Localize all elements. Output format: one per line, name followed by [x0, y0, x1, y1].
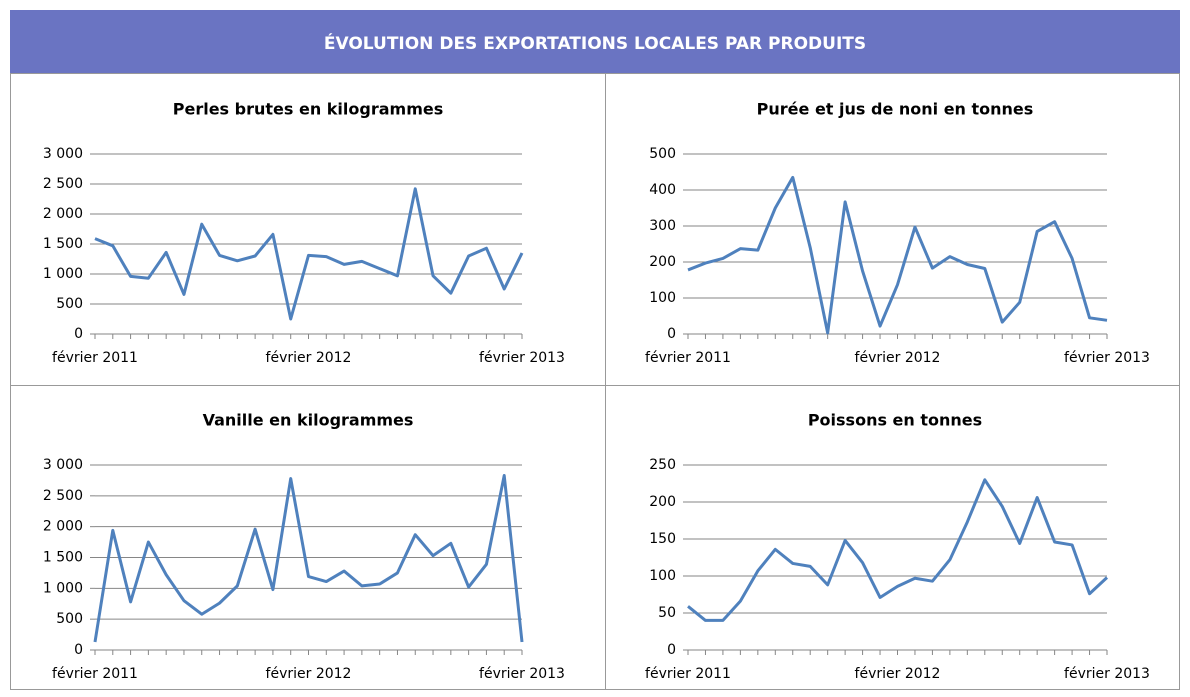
- x-tick-label: février 2011: [645, 350, 731, 366]
- y-tick-label: 300: [649, 218, 676, 234]
- y-tick-label: 200: [649, 254, 676, 270]
- chart-title: Perles brutes en kilogrammes: [173, 100, 444, 119]
- x-tick-label: février 2012: [855, 350, 941, 366]
- y-tick-label: 250: [649, 457, 676, 473]
- y-tick-label: 0: [667, 326, 676, 342]
- chart-title: Vanille en kilogrammes: [203, 411, 414, 430]
- y-tick-label: 500: [56, 611, 83, 627]
- y-tick-label: 500: [56, 296, 83, 312]
- y-tick-label: 100: [649, 568, 676, 584]
- x-tick-label: février 2012: [266, 350, 352, 366]
- y-tick-label: 2 500: [43, 488, 83, 504]
- y-tick-label: 3 000: [43, 457, 83, 473]
- y-tick-label: 1 500: [43, 550, 83, 566]
- x-tick-label: février 2013: [479, 666, 565, 682]
- chart-title: Purée et jus de noni en tonnes: [757, 100, 1034, 119]
- y-tick-label: 2 000: [43, 519, 83, 535]
- chart-title: Poissons en tonnes: [808, 411, 982, 430]
- x-tick-label: février 2012: [855, 666, 941, 682]
- x-tick-label: février 2011: [645, 666, 731, 682]
- y-tick-label: 50: [658, 605, 676, 621]
- y-tick-label: 0: [667, 642, 676, 658]
- y-tick-label: 400: [649, 182, 676, 198]
- y-tick-label: 1 500: [43, 236, 83, 252]
- y-tick-label: 2 000: [43, 206, 83, 222]
- y-tick-label: 100: [649, 290, 676, 306]
- y-tick-label: 1 000: [43, 266, 83, 282]
- x-tick-label: février 2011: [52, 350, 138, 366]
- header-bar: [10, 10, 1180, 73]
- panel-frame: [10, 73, 1180, 690]
- data-line: [94, 187, 524, 321]
- x-tick-label: février 2011: [52, 666, 138, 682]
- data-line: [93, 473, 524, 643]
- y-tick-label: 1 000: [43, 580, 83, 596]
- data-line: [687, 175, 1108, 335]
- x-tick-label: février 2013: [479, 350, 565, 366]
- y-tick-label: 500: [649, 146, 676, 162]
- y-tick-label: 0: [74, 642, 83, 658]
- header-title: ÉVOLUTION DES EXPORTATIONS LOCALES PAR P…: [324, 32, 866, 54]
- x-tick-label: février 2013: [1064, 350, 1150, 366]
- x-tick-label: février 2012: [266, 666, 352, 682]
- y-tick-label: 0: [74, 326, 83, 342]
- y-tick-label: 2 500: [43, 176, 83, 192]
- x-tick-label: février 2013: [1064, 666, 1150, 682]
- y-tick-label: 3 000: [43, 146, 83, 162]
- y-tick-label: 200: [649, 494, 676, 510]
- y-tick-label: 150: [649, 531, 676, 547]
- data-line: [687, 478, 1109, 622]
